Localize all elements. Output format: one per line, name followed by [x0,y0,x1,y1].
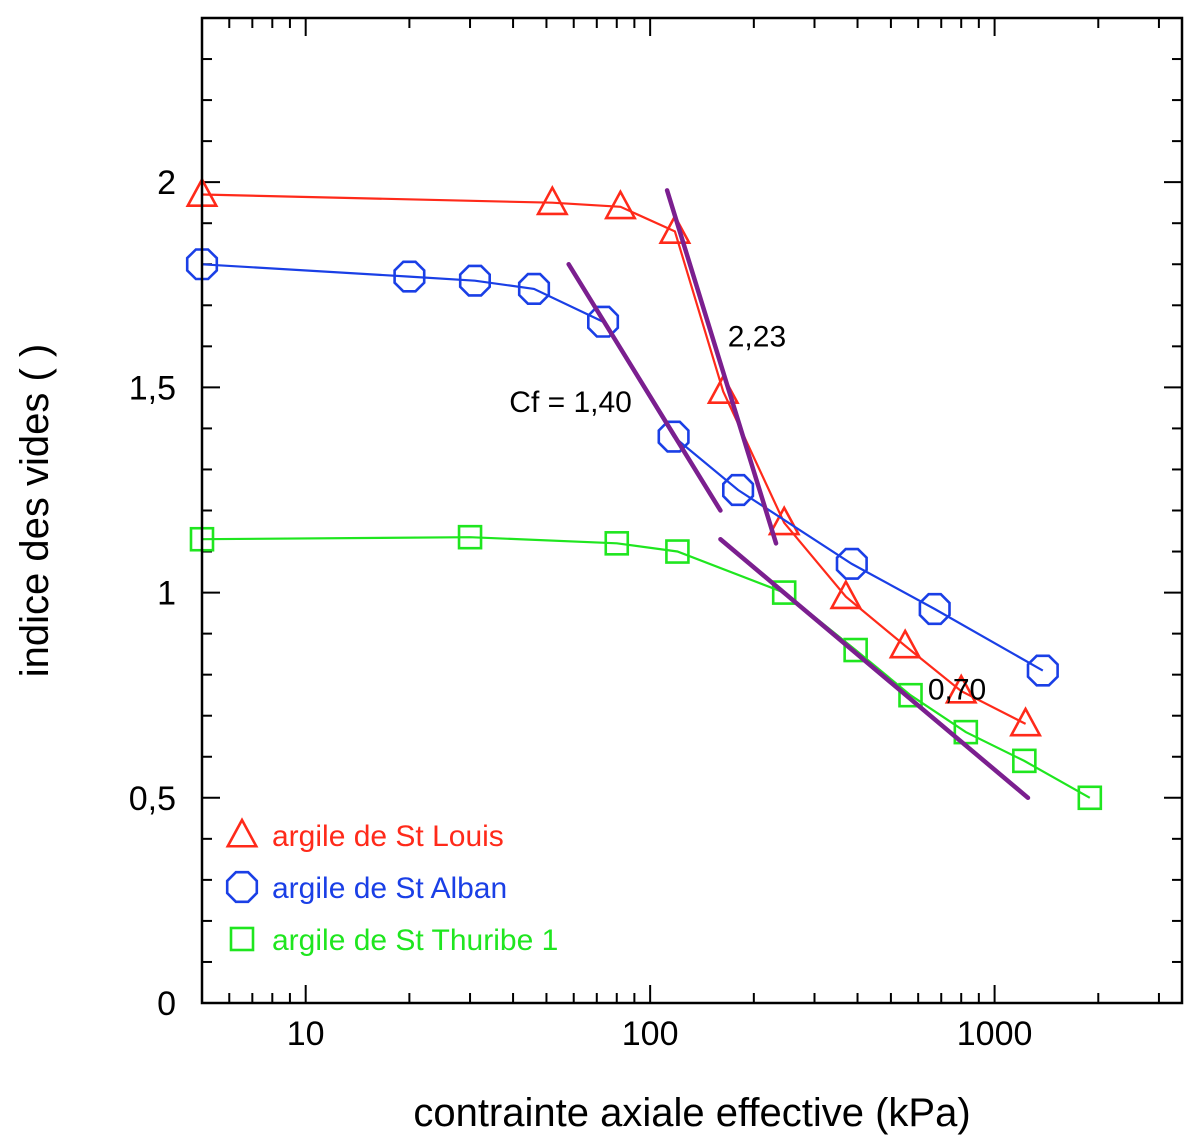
y-tick-label: 0,5 [129,780,176,818]
data-point-series-3 [604,531,630,556]
legend-label-3: argile de St Thuribe 1 [272,924,558,957]
x-tick-label: 100 [622,1015,679,1053]
data-point-series-2 [393,260,426,293]
slope-annotation-1: Cf = 1,40 [509,386,632,419]
data-point-series-3 [771,580,797,605]
axis-ticks [201,17,1182,1004]
legend: argile de St Louis argile de St Alban argi… [225,817,558,957]
slope-annotation-2: 2,23 [728,320,786,353]
data-point-series-1 [604,189,637,220]
tangent-line-3 [718,536,1031,801]
legend-marker-3 [229,926,255,952]
tangent-line-2 [664,188,779,546]
tangent-line-1 [566,262,723,513]
legend-label-1: argile de St Louis [272,820,504,853]
data-point-series-1 [658,213,692,244]
data-point-series-2 [185,248,219,281]
data-point-series-2 [835,547,868,580]
annotation-layer: Cf = 1,40 2,23 0,70 [509,320,986,706]
data-point-series-2 [517,272,551,306]
legend-marker-2 [225,870,259,904]
tick-labels: 10 100 1000 0 0,5 1 1,5 2 [129,164,1033,1053]
data-point-series-3 [665,539,690,564]
y-tick-label: 0 [157,985,176,1023]
legend-label-2: argile de St Alban [272,872,507,905]
data-point-series-1 [535,184,569,216]
data-point-series-3 [1012,748,1037,774]
y-axis-title: indice des vides ( ) [13,344,57,677]
data-point-series-2 [458,264,492,297]
x-tick-label: 10 [287,1015,325,1053]
y-tick-label: 2 [157,164,176,202]
data-point-series-2 [657,420,690,453]
data-point-series-1 [888,628,922,659]
data-point-series-2 [1026,654,1059,687]
y-tick-label: 1,5 [129,369,176,407]
data-point-series-1 [829,578,863,610]
data-point-series-3 [843,637,868,663]
data-point-series-2 [721,473,755,507]
x-axis-title: contrainte axiale effective (kPa) [413,1091,970,1135]
tangent-layer [566,188,1031,801]
slope-annotation-3: 0,70 [928,673,986,706]
data-point-series-1 [1009,706,1042,737]
y-tick-label: 1 [157,575,176,613]
x-tick-label: 1000 [957,1015,1033,1053]
data-point-series-2 [918,592,951,626]
data-point-series-1 [944,673,978,704]
data-point-series-1 [767,505,801,536]
series-layer [185,176,1103,811]
legend-marker-1 [225,817,259,848]
series-line-1 [201,193,1027,725]
data-point-series-3 [898,682,923,708]
data-point-series-3 [1077,785,1103,811]
plot-frame [200,16,1184,1005]
data-point-series-3 [457,524,483,550]
data-point-series-2 [586,305,620,338]
